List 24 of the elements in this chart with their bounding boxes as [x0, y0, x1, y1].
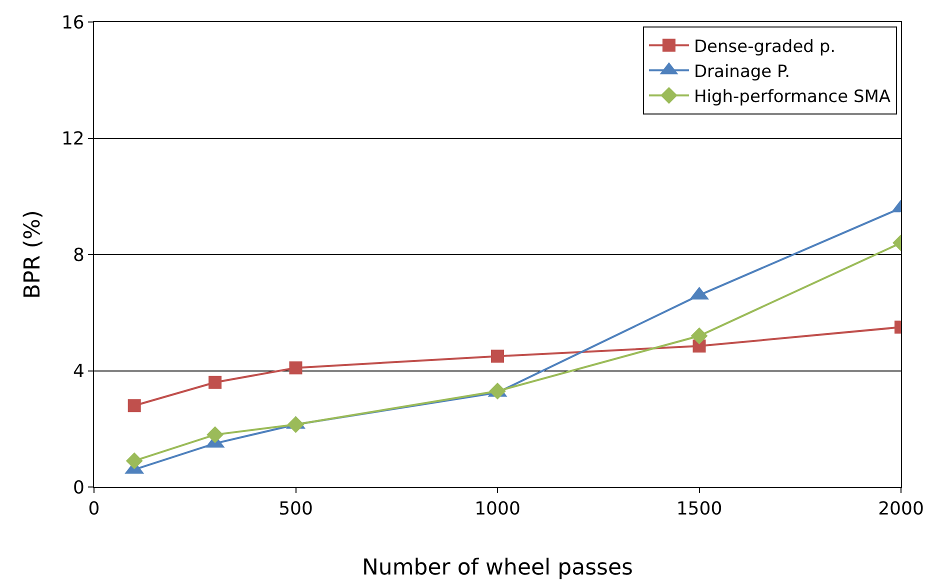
point [690, 327, 708, 344]
legend-label: Drainage P. [694, 62, 790, 82]
x-axis-title: Number of wheel passes [362, 556, 634, 580]
x-tick-label: 1500 [676, 498, 722, 520]
x-tick-label: 1000 [474, 498, 520, 520]
y-axis-title: BPR (%) [20, 210, 46, 299]
x-tick-label: 2000 [878, 498, 924, 520]
point [128, 399, 141, 412]
y-tick-label: 0 [72, 477, 84, 498]
x-tick-label: 500 [278, 498, 313, 520]
y-tick-label: 12 [61, 128, 84, 150]
point [126, 452, 143, 470]
point [206, 426, 224, 444]
point [491, 350, 504, 363]
x-tick-label: 0 [88, 498, 100, 520]
legend-label: High-performance SMA [694, 87, 891, 108]
legend-label: Dense-graded p. [694, 36, 836, 57]
point [289, 361, 302, 374]
y-tick-label: 4 [72, 361, 84, 382]
y-tick-label: 16 [61, 12, 84, 34]
point [287, 416, 304, 433]
y-tick-label: 8 [72, 244, 84, 266]
point [208, 376, 222, 389]
point [489, 382, 506, 400]
